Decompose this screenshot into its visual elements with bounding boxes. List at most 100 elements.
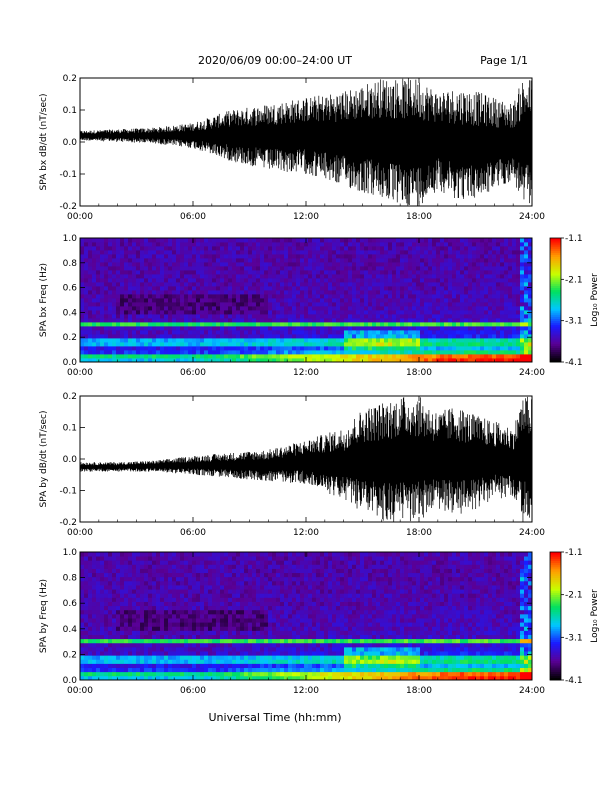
heatmap-cell — [92, 659, 97, 664]
heatmap-cell — [436, 342, 441, 347]
heatmap-cell — [284, 270, 289, 275]
heatmap-cell — [124, 646, 129, 652]
heatmap-cell — [232, 659, 237, 664]
heatmap-cell — [208, 290, 213, 295]
heatmap-cell — [156, 246, 161, 251]
heatmap-cell — [332, 350, 337, 355]
heatmap-cell — [120, 246, 125, 251]
heatmap-cell — [328, 250, 333, 255]
heatmap-cell — [80, 294, 85, 299]
heatmap-cell — [384, 358, 389, 363]
heatmap-cell — [200, 258, 205, 263]
heatmap-cell — [276, 270, 281, 275]
heatmap-cell — [212, 552, 217, 557]
heatmap-cell — [92, 597, 97, 602]
heatmap-cell — [444, 350, 449, 355]
heatmap-cell — [204, 338, 209, 343]
heatmap-cell — [120, 274, 125, 279]
heatmap-cell — [480, 338, 485, 343]
heatmap-cell — [224, 589, 229, 594]
heatmap-cell — [508, 278, 513, 283]
heatmap-cell — [324, 322, 329, 327]
heatmap-cell — [288, 302, 293, 307]
heatmap-cell — [372, 286, 377, 291]
heatmap-cell — [212, 655, 217, 660]
heatmap-cell — [152, 246, 157, 251]
heatmap-cell — [424, 326, 429, 331]
heatmap-cell — [260, 346, 265, 351]
heatmap-cell — [192, 659, 197, 664]
heatmap-cell — [224, 634, 229, 640]
heatmap-cell — [80, 556, 85, 561]
heatmap-cell — [120, 306, 125, 311]
heatmap-cell — [192, 346, 197, 351]
heatmap-cell — [224, 593, 229, 598]
heatmap-cell — [456, 266, 461, 271]
heatmap-cell — [180, 306, 185, 311]
heatmap-cell — [200, 552, 205, 557]
heatmap-cell — [180, 622, 185, 627]
heatmap-cell — [92, 274, 97, 279]
heatmap-cell — [124, 560, 129, 565]
heatmap-cell — [156, 258, 161, 263]
heatmap-cell — [488, 258, 493, 263]
heatmap-cell — [272, 282, 277, 287]
heatmap-cell — [224, 274, 229, 279]
heatmap-cell — [332, 290, 337, 295]
heatmap-cell — [164, 651, 169, 656]
heatmap-cell — [116, 246, 121, 251]
heatmap-cell — [188, 580, 193, 586]
heatmap-cell — [232, 302, 237, 307]
heatmap-cell — [116, 601, 121, 607]
heatmap-cell — [336, 282, 341, 287]
heatmap-cell — [236, 338, 241, 343]
colorbar-segment — [550, 302, 561, 305]
heatmap-cell — [140, 655, 145, 660]
heatmap-cell — [204, 597, 209, 602]
heatmap-cell — [340, 350, 345, 355]
heatmap-cell — [248, 250, 253, 255]
heatmap-cell — [280, 278, 285, 283]
heatmap-cell — [480, 322, 485, 327]
heatmap-cell — [416, 330, 421, 335]
heatmap-cell — [176, 294, 181, 299]
heatmap-cell — [148, 282, 153, 287]
heatmap-cell — [164, 618, 169, 623]
heatmap-cell — [188, 346, 193, 351]
heatmap-cell — [276, 250, 281, 255]
heatmap-cell — [136, 560, 141, 565]
heatmap-cell — [312, 266, 317, 271]
heatmap-cell — [104, 270, 109, 275]
heatmap-cell — [360, 330, 365, 335]
heatmap-cell — [152, 655, 157, 660]
heatmap-cell — [232, 601, 237, 607]
heatmap-cell — [160, 667, 165, 673]
heatmap-cell — [492, 262, 497, 267]
heatmap-cell — [404, 290, 409, 295]
heatmap-cell — [200, 330, 205, 335]
heatmap-cell — [372, 310, 377, 315]
heatmap-cell — [492, 306, 497, 311]
heatmap-cell — [88, 622, 93, 627]
heatmap-cell — [192, 358, 197, 363]
heatmap-cell — [420, 278, 425, 283]
heatmap-cell — [216, 274, 221, 279]
heatmap-cell — [164, 346, 169, 351]
heatmap-cell — [524, 346, 529, 351]
colorbar-segment — [550, 242, 561, 245]
heatmap-cell — [340, 282, 345, 287]
heatmap-cell — [456, 358, 461, 363]
colorbar-segment — [550, 289, 561, 293]
heatmap-cell — [128, 580, 133, 586]
heatmap-cell — [420, 322, 425, 327]
heatmap-cell — [108, 663, 113, 669]
heatmap-cell — [164, 585, 169, 590]
heatmap-cell — [136, 564, 141, 569]
heatmap-cell — [368, 266, 373, 271]
heatmap-cell — [236, 262, 241, 267]
heatmap-cell — [276, 338, 281, 343]
heatmap-cell — [440, 270, 445, 275]
heatmap-cell — [144, 580, 149, 586]
heatmap-cell — [448, 318, 453, 323]
heatmap-cell — [432, 246, 437, 251]
